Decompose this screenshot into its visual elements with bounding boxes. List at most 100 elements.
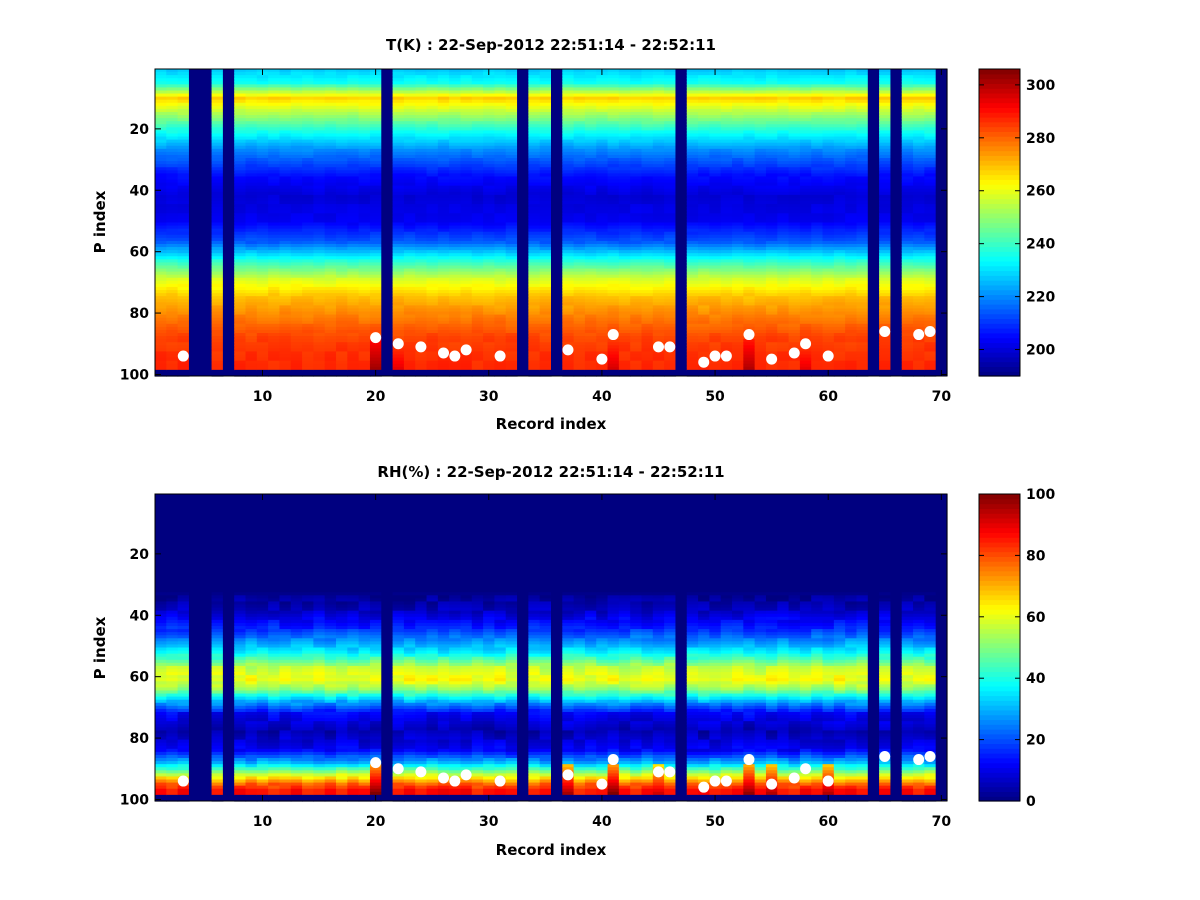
heatmap-cell <box>245 72 258 76</box>
heatmap-cell <box>268 247 281 251</box>
heatmap-cell <box>505 118 518 122</box>
heatmap-cell <box>211 124 224 128</box>
heatmap-cell <box>234 360 247 365</box>
heatmap-cell <box>268 185 281 190</box>
heatmap-cell <box>437 308 450 313</box>
heatmap-cell <box>211 111 224 116</box>
heatmap-cell <box>392 253 405 257</box>
heatmap-cell <box>573 197 586 202</box>
heatmap-cell <box>279 222 292 227</box>
heatmap-cell <box>596 256 609 260</box>
heatmap-cell <box>426 314 439 319</box>
heatmap-cell <box>584 354 597 359</box>
heatmap-cell <box>403 194 416 199</box>
heatmap-cell <box>505 139 518 144</box>
heatmap-cell <box>539 237 552 242</box>
heatmap-cell <box>415 314 428 319</box>
heatmap-cell <box>426 339 439 343</box>
heatmap-cell <box>471 148 484 153</box>
heatmap-cell <box>437 345 450 349</box>
heatmap-cell <box>607 179 620 184</box>
heatmap-cell <box>177 271 190 276</box>
heatmap-cell <box>483 179 496 184</box>
heatmap-cell <box>426 102 439 107</box>
heatmap-cell <box>290 256 303 260</box>
heatmap-cell <box>166 283 179 288</box>
heatmap-cell <box>166 271 179 276</box>
heatmap-cell <box>607 305 620 310</box>
heatmap-cell <box>403 240 416 245</box>
heatmap-cell <box>403 133 416 138</box>
heatmap-cell <box>437 99 450 104</box>
heatmap-cell <box>279 69 292 73</box>
heatmap-cell <box>562 253 575 257</box>
heatmap-cell <box>460 127 473 131</box>
heatmap-cell <box>302 185 314 190</box>
heatmap-cell <box>290 357 303 362</box>
heatmap-cell <box>358 185 371 190</box>
heatmap-cell <box>494 265 507 270</box>
heatmap-cell <box>437 102 450 107</box>
heatmap-cell <box>483 231 496 236</box>
heatmap-cell <box>347 204 360 208</box>
heatmap-cell <box>347 111 360 116</box>
heatmap-cell <box>324 84 337 89</box>
heatmap-cell <box>528 118 541 122</box>
heatmap-cell <box>279 115 292 119</box>
heatmap-cell <box>460 84 473 89</box>
heatmap-cell <box>483 154 496 159</box>
heatmap-cell <box>426 115 439 119</box>
heatmap-cell <box>369 280 382 285</box>
heatmap-cell <box>494 369 507 374</box>
heatmap-cell <box>471 277 484 282</box>
heatmap-cell <box>234 84 247 89</box>
heatmap-cell <box>584 317 597 322</box>
heatmap-cell <box>528 161 541 165</box>
heatmap-cell <box>505 314 518 319</box>
heatmap-cell <box>392 194 405 199</box>
heatmap-cell <box>256 345 269 349</box>
heatmap-cell <box>245 78 258 82</box>
heatmap-cell <box>460 139 473 144</box>
heatmap-cell <box>166 133 179 138</box>
heatmap-cell <box>584 81 597 85</box>
heatmap-cell <box>234 326 247 331</box>
heatmap-cell <box>336 243 348 248</box>
heatmap-cell <box>584 130 597 135</box>
heatmap-cell <box>426 293 439 297</box>
heatmap-cell <box>392 204 405 208</box>
heatmap-cell <box>211 234 224 239</box>
heatmap-cell <box>607 170 620 174</box>
heatmap-cell <box>449 311 462 316</box>
heatmap-cell <box>607 121 620 125</box>
heatmap-cell <box>234 118 247 122</box>
heatmap-cell <box>426 372 439 377</box>
heatmap-cell <box>336 207 348 211</box>
heatmap-cell <box>528 115 541 119</box>
heatmap-cell <box>460 201 473 205</box>
heatmap-cell <box>324 99 337 104</box>
heatmap-cell <box>177 151 190 156</box>
heatmap-cell <box>324 105 337 110</box>
heatmap-cell <box>369 176 382 181</box>
heatmap-cell <box>358 290 371 294</box>
heatmap-cell <box>392 111 405 116</box>
heatmap-cell <box>392 268 405 273</box>
heatmap-cell <box>471 204 484 208</box>
heatmap-cell <box>347 222 360 227</box>
heatmap-cell <box>607 173 620 178</box>
heatmap-cell <box>573 75 586 79</box>
heatmap-cell <box>177 326 190 331</box>
heatmap-cell <box>596 296 609 300</box>
heatmap-cell <box>584 305 597 310</box>
heatmap-cell <box>177 99 190 104</box>
heatmap-cell <box>483 204 496 208</box>
heatmap-cell <box>505 329 518 334</box>
heatmap-cell <box>403 216 416 221</box>
heatmap-cell <box>279 154 292 159</box>
heatmap-cell <box>234 148 247 153</box>
heatmap-cell <box>449 317 462 322</box>
heatmap-cell <box>584 136 597 141</box>
heatmap-cell <box>358 130 371 135</box>
heatmap-cell <box>279 111 292 116</box>
